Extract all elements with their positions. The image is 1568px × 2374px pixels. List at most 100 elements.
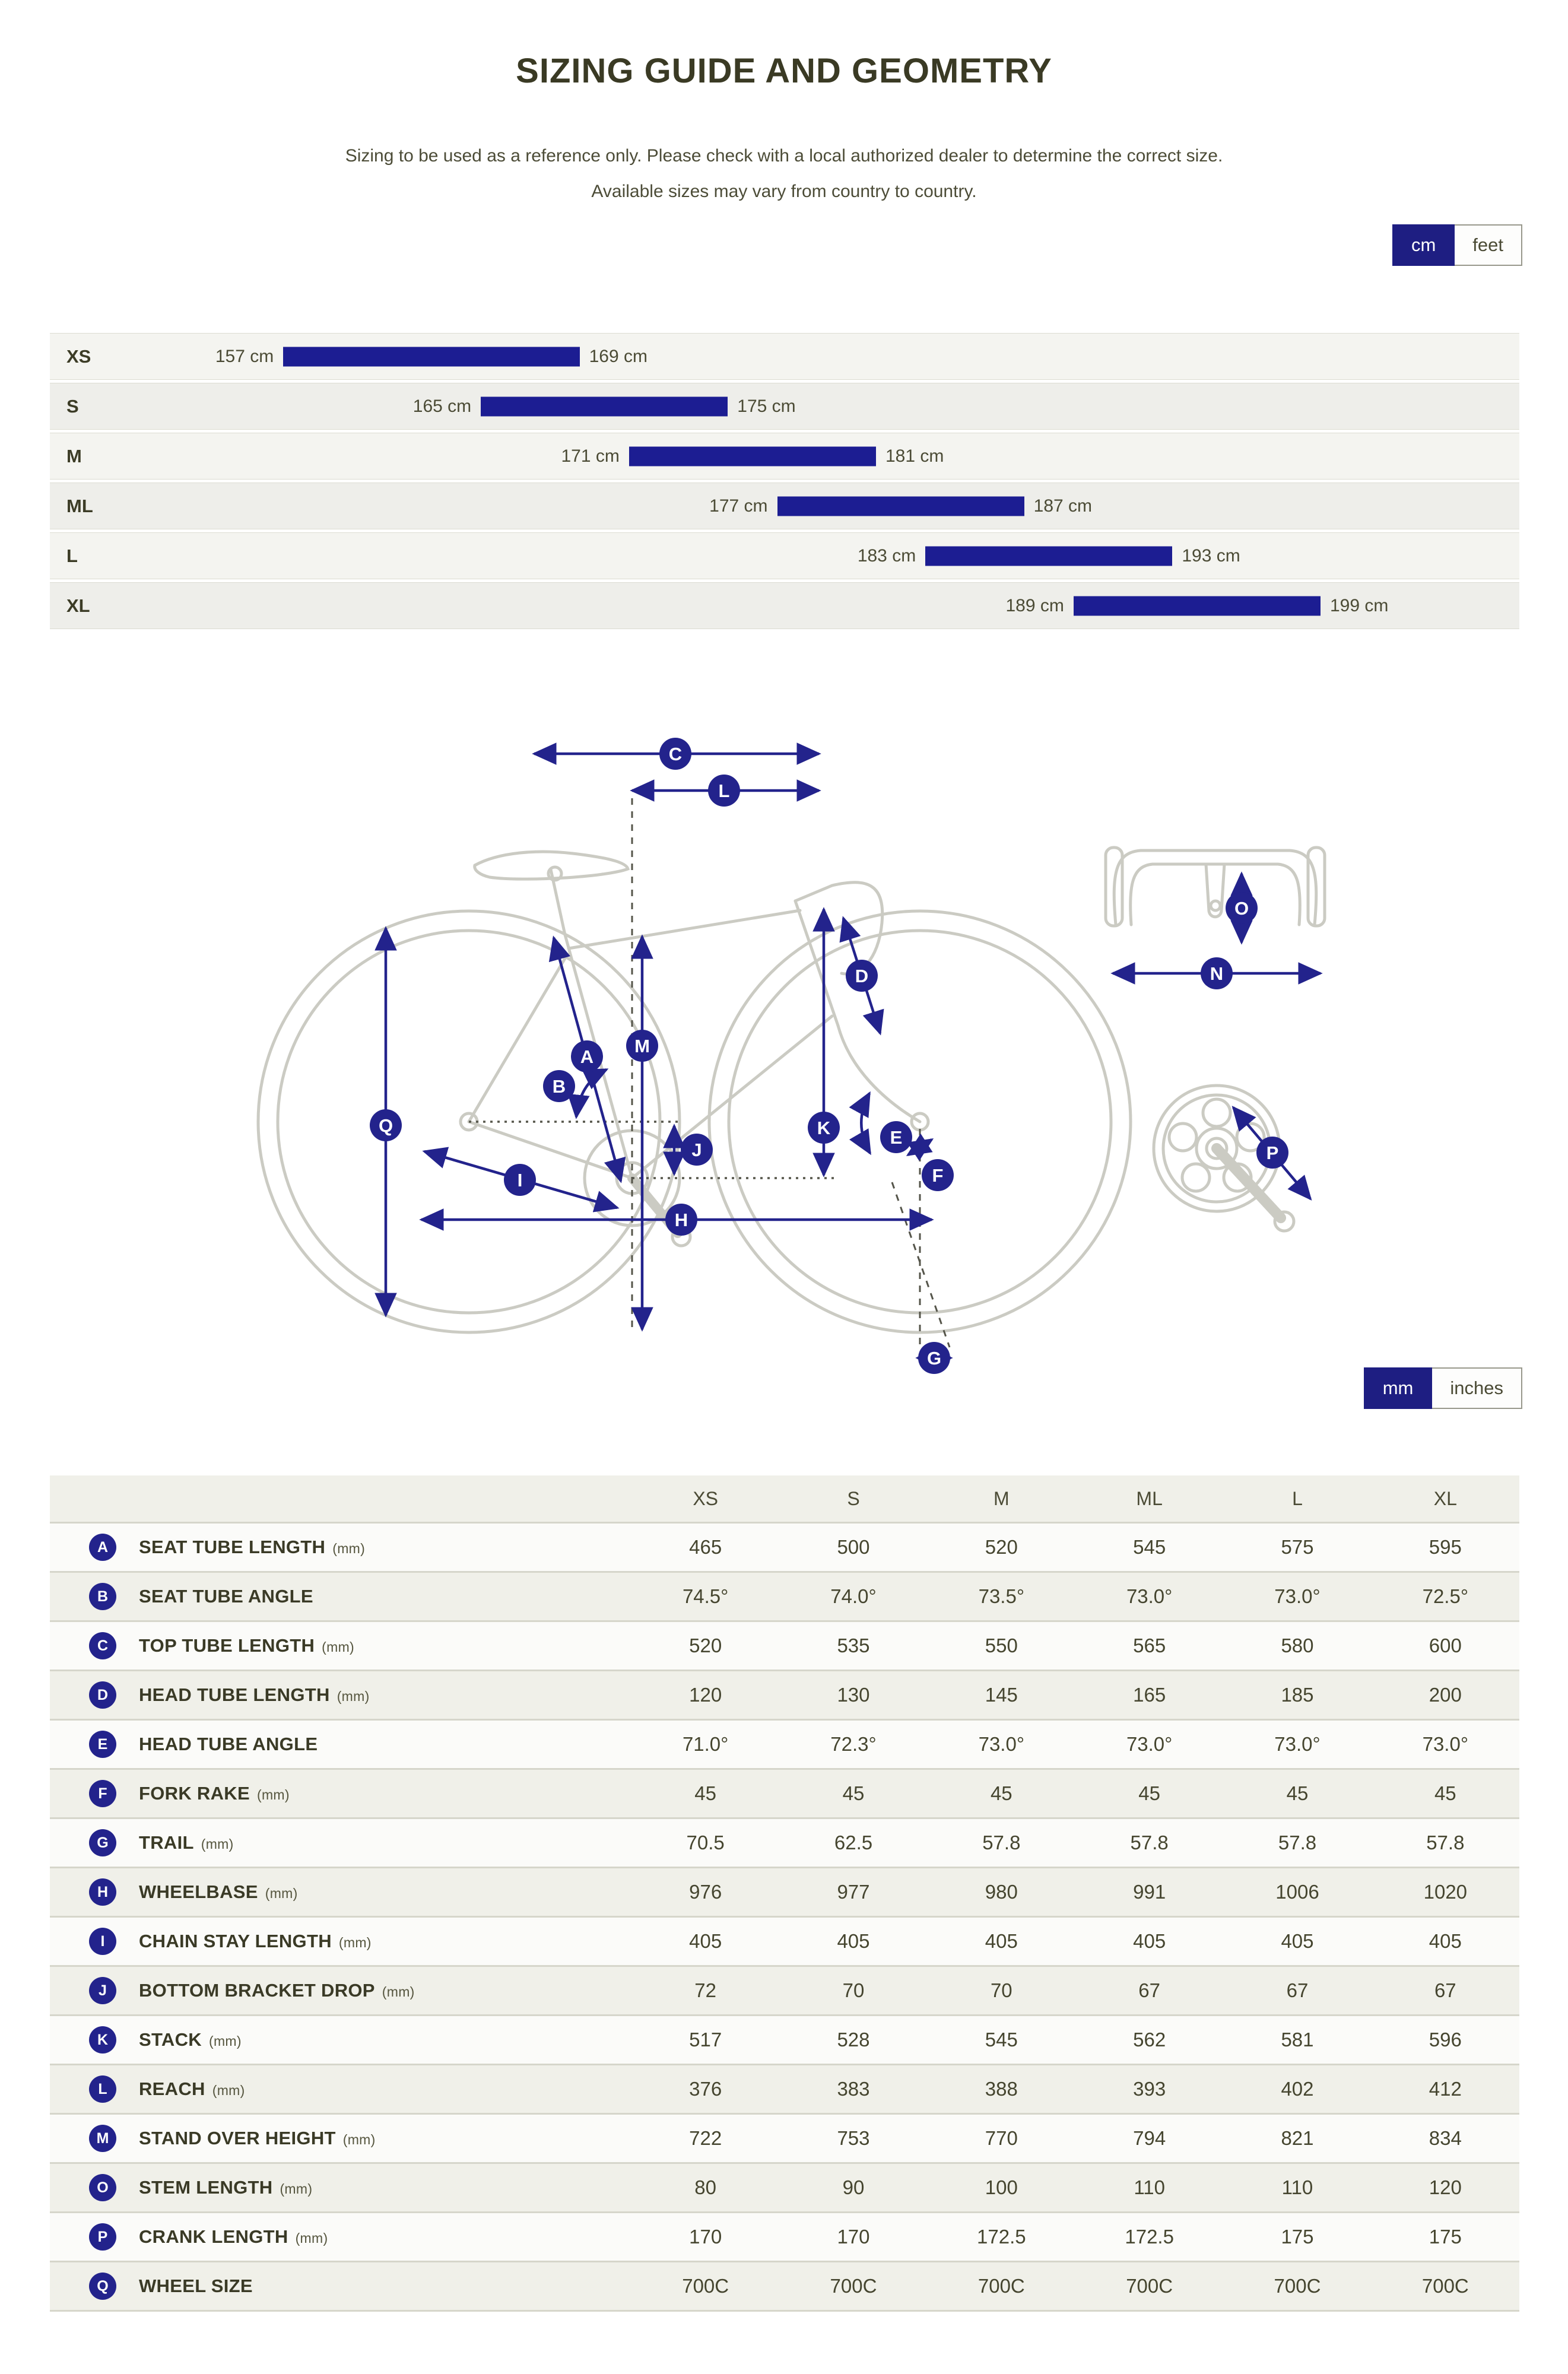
table-unit-toggle: mm inches	[1363, 1367, 1522, 1409]
geometry-value-P-XS: 170	[689, 2226, 722, 2248]
geometry-value-B-XL: 72.5°	[1422, 1585, 1469, 1607]
geometry-value-G-M: 57.8	[982, 1832, 1021, 1854]
geometry-row-E: E HEAD TUBE ANGLE 71.0° 72.3° 73.0° 73.0° 73.0…	[50, 1719, 1519, 1768]
geometry-value-J-XL: 67	[1434, 1979, 1456, 2001]
geometry-row-label-cell: H WHEELBASE (mm)	[50, 1878, 631, 1906]
geometry-measure-name: CRANK LENGTH (mm)	[139, 2226, 328, 2247]
bike-outline-art	[256, 846, 1326, 1334]
svg-text:F: F	[932, 1165, 944, 1186]
height-range-bar	[925, 546, 1173, 566]
geometry-value-K-L: 581	[1281, 2029, 1314, 2051]
column-header-S: S	[847, 1487, 860, 1509]
geometry-value-B-XS: 74.5°	[682, 1585, 729, 1607]
geometry-row-C: C TOP TUBE LENGTH (mm) 520 535 550 565 580 600	[50, 1620, 1519, 1670]
geometry-value-L-ML: 393	[1133, 2078, 1166, 2100]
geometry-value-H-ML: 991	[1133, 1881, 1166, 1903]
size-row-label: M	[66, 445, 82, 466]
svg-text:M: M	[634, 1036, 650, 1056]
geometry-value-C-M: 550	[985, 1634, 1018, 1656]
geometry-value-P-S: 170	[837, 2226, 870, 2248]
geometry-value-E-XL: 73.0°	[1422, 1733, 1469, 1755]
geometry-measure-unit: (mm)	[280, 2181, 313, 2197]
geometry-measure-name: STACK (mm)	[139, 2029, 242, 2050]
geometry-measure-unit: (mm)	[332, 1541, 366, 1556]
diagram-label-B: B	[543, 1070, 575, 1102]
geometry-measure-name: TRAIL (mm)	[139, 1832, 234, 1853]
geometry-value-E-M: 73.0°	[978, 1733, 1025, 1755]
diagram-label-P: P	[1256, 1137, 1288, 1169]
diagram-label-C: C	[659, 738, 691, 770]
diagram-label-O: O	[1226, 892, 1258, 924]
min-height-label: 157 cm	[215, 346, 274, 366]
table-unit-mm-button[interactable]: mm	[1363, 1367, 1433, 1409]
height-range-bar	[777, 496, 1024, 516]
geometry-value-G-XS: 70.5	[686, 1832, 725, 1854]
geometry-row-F: F FORK RAKE (mm) 45 45 45 45 45 45	[50, 1768, 1519, 1817]
svg-text:I: I	[518, 1170, 523, 1191]
geometry-value-B-L: 73.0°	[1274, 1585, 1321, 1607]
geometry-value-M-L: 821	[1281, 2127, 1314, 2149]
geometry-value-M-M: 770	[985, 2127, 1018, 2149]
geometry-value-C-ML: 565	[1133, 1634, 1166, 1656]
geometry-value-F-XL: 45	[1434, 1782, 1456, 1804]
geometry-row-label-cell: M STAND OVER HEIGHT (mm)	[50, 2125, 631, 2152]
construction-lines	[469, 798, 951, 1348]
max-height-label: 193 cm	[1182, 545, 1240, 566]
geometry-value-O-XS: 80	[694, 2176, 717, 2198]
min-height-label: 165 cm	[412, 396, 472, 416]
geometry-value-I-S: 405	[837, 1930, 870, 1952]
geometry-value-J-L: 67	[1286, 1979, 1309, 2001]
row-letter-badge: G	[89, 1829, 116, 1856]
geometry-measure-name: SEAT TUBE LENGTH (mm)	[139, 1537, 366, 1557]
table-unit-inches-button[interactable]: inches	[1432, 1367, 1522, 1409]
column-header-XS: XS	[693, 1487, 718, 1509]
geometry-value-H-XS: 976	[689, 1881, 722, 1903]
geometry-value-F-XS: 45	[694, 1782, 717, 1804]
geometry-value-G-S: 62.5	[834, 1832, 873, 1854]
svg-text:L: L	[719, 780, 730, 801]
rider-height-size-chart: XS 157 cm 169 cm S 165 cm 175 cm M 171 cm 181 cm…	[50, 330, 1519, 629]
size-row-L: L 183 cm 193 cm	[50, 529, 1519, 579]
geometry-value-K-XL: 596	[1429, 2029, 1462, 2051]
geometry-value-M-S: 753	[837, 2127, 870, 2149]
geometry-value-O-S: 90	[842, 2176, 865, 2198]
geometry-value-A-M: 520	[985, 1536, 1018, 1558]
geometry-row-D: D HEAD TUBE LENGTH (mm) 120 130 145 165 185 200	[50, 1670, 1519, 1719]
geometry-measure-name: STAND OVER HEIGHT (mm)	[139, 2128, 376, 2148]
svg-text:P: P	[1267, 1142, 1279, 1163]
geometry-measure-name: HEAD TUBE ANGLE	[139, 1734, 318, 1754]
geometry-row-B: B SEAT TUBE ANGLE 74.5° 74.0° 73.5° 73.0° 73.0…	[50, 1571, 1519, 1620]
geometry-value-I-L: 405	[1281, 1930, 1314, 1952]
geometry-value-A-XS: 465	[689, 1536, 722, 1558]
geometry-value-F-S: 45	[842, 1782, 865, 1804]
height-unit-cm-button[interactable]: cm	[1392, 224, 1455, 266]
geometry-value-D-S: 130	[837, 1684, 870, 1706]
geometry-row-H: H WHEELBASE (mm) 976 977 980 991 1006 1020	[50, 1867, 1519, 1916]
geometry-row-I: I CHAIN STAY LENGTH (mm) 405 405 405 405 405 405	[50, 1916, 1519, 1965]
max-height-label: 175 cm	[737, 396, 796, 416]
size-row-M: M 171 cm 181 cm	[50, 430, 1519, 480]
geometry-measure-name: FORK RAKE (mm)	[139, 1783, 290, 1804]
geometry-row-label-cell: D HEAD TUBE LENGTH (mm)	[50, 1681, 631, 1709]
geometry-value-K-S: 528	[837, 2029, 870, 2051]
geometry-value-D-M: 145	[985, 1684, 1018, 1706]
geometry-measure-unit: (mm)	[338, 1935, 372, 1950]
geometry-value-F-L: 45	[1286, 1782, 1309, 1804]
geometry-value-E-XS: 71.0°	[682, 1733, 729, 1755]
geometry-value-I-XS: 405	[689, 1930, 722, 1952]
min-height-label: 189 cm	[1005, 595, 1064, 615]
geometry-measure-unit: (mm)	[212, 2083, 245, 2098]
geometry-value-Q-XL: 700C	[1421, 2275, 1469, 2297]
geometry-measure-unit: (mm)	[337, 1689, 370, 1704]
geometry-measure-name: HEAD TUBE LENGTH (mm)	[139, 1684, 370, 1705]
height-range-bar	[283, 347, 580, 366]
geometry-value-D-L: 185	[1281, 1684, 1314, 1706]
svg-text:A: A	[580, 1046, 593, 1067]
geometry-value-E-S: 72.3°	[830, 1733, 877, 1755]
size-row-S: S 165 cm 175 cm	[50, 380, 1519, 430]
geometry-row-label-cell: J BOTTOM BRACKET DROP (mm)	[50, 1977, 631, 2004]
height-unit-feet-button[interactable]: feet	[1455, 224, 1522, 266]
svg-text:K: K	[817, 1118, 831, 1138]
geometry-value-H-XL: 1020	[1423, 1881, 1468, 1903]
